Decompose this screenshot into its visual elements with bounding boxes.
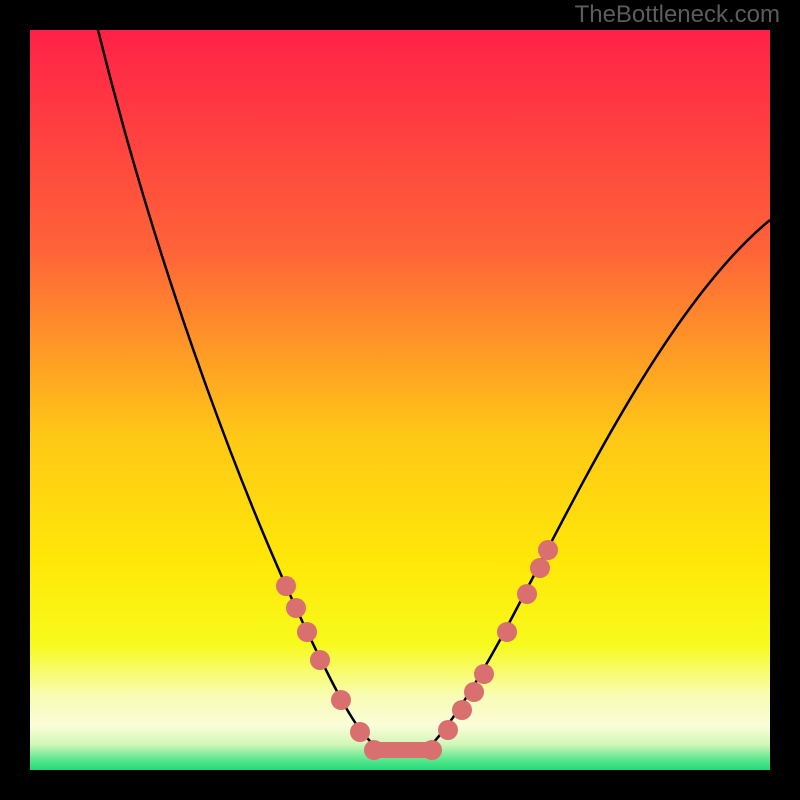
data-marker <box>438 720 458 740</box>
data-marker <box>310 650 330 670</box>
data-marker <box>538 540 558 560</box>
gradient-background <box>30 30 770 770</box>
watermark-label: TheBottleneck.com <box>575 1 780 28</box>
bottleneck-chart: TheBottleneck.com <box>0 0 800 800</box>
data-marker <box>474 664 494 684</box>
data-marker <box>530 558 550 578</box>
data-marker <box>497 622 517 642</box>
data-marker <box>286 598 306 618</box>
data-marker <box>297 622 317 642</box>
data-marker <box>331 690 351 710</box>
data-marker <box>464 682 484 702</box>
chart-container: TheBottleneck.com <box>0 0 800 800</box>
data-marker <box>517 584 537 604</box>
data-marker <box>364 740 384 760</box>
data-marker <box>350 722 370 742</box>
data-marker <box>276 576 296 596</box>
data-marker <box>422 740 442 760</box>
data-marker <box>452 700 472 720</box>
